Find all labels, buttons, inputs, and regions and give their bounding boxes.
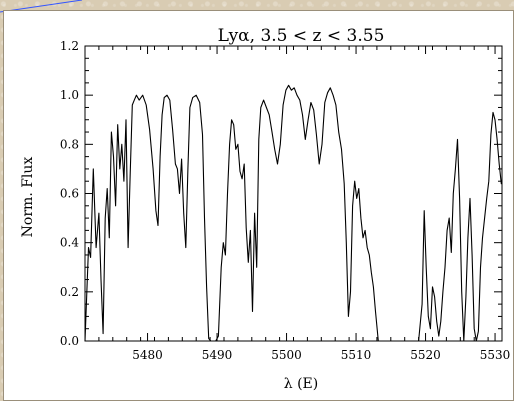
y-tick-label: 0.2 <box>60 285 79 299</box>
y-tick-label: 0.0 <box>60 334 79 348</box>
chart-title: Lyα, 3.5 < z < 3.55 <box>218 26 385 46</box>
y-axis-label: Norm. Flux <box>20 157 36 238</box>
x-tick-label: 5520 <box>410 348 441 362</box>
ticks <box>84 45 503 342</box>
x-tick-label: 5510 <box>341 348 372 362</box>
flux-series-line <box>84 84 503 342</box>
y-tick-label: 0.4 <box>60 236 79 250</box>
axes <box>84 45 503 342</box>
x-tick-label: 5530 <box>480 348 511 362</box>
series <box>84 84 503 342</box>
spectrum-chart: Lyα, 3.5 < z < 3.55 Norm. Flux λ (E) 548… <box>20 26 510 392</box>
chart-panel: Lyα, 3.5 < z < 3.55 Norm. Flux λ (E) 548… <box>3 10 514 401</box>
tick-labels: 5480 5490 5500 5510 5520 5530 0.0 0.2 0.4 0.6 0.8 1… <box>60 39 510 362</box>
y-tick-label: 0.6 <box>60 187 79 201</box>
y-tick-label: 1.2 <box>60 39 79 53</box>
x-tick-label: 5500 <box>271 348 302 362</box>
x-axis-label: λ (E) <box>284 376 318 392</box>
x-tick-label: 5490 <box>202 348 233 362</box>
plot-frame <box>84 45 503 342</box>
x-tick-label: 5480 <box>132 348 163 362</box>
y-tick-label: 0.8 <box>60 137 79 151</box>
y-tick-label: 1.0 <box>60 88 79 102</box>
